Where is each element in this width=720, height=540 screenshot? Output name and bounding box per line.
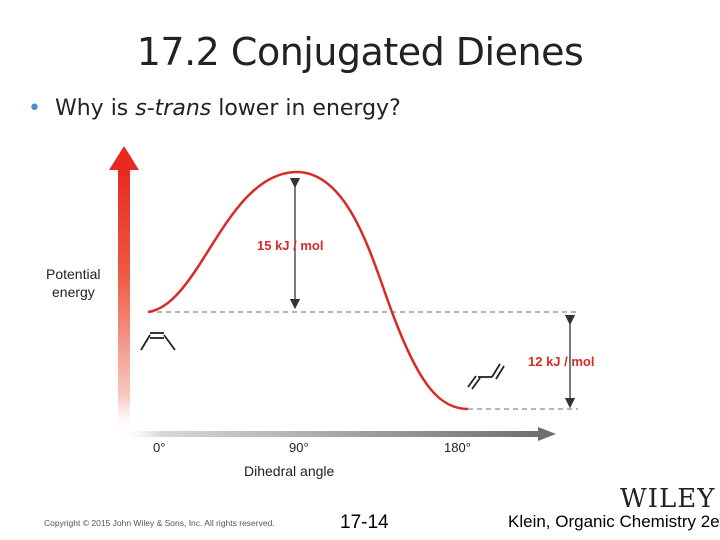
- y-axis-bar: [118, 168, 130, 436]
- x-tick-90: 90°: [289, 440, 309, 455]
- difference-label: 12 kJ / mol: [528, 354, 594, 369]
- x-tick-0: 0°: [153, 440, 165, 455]
- publisher-logo: WILEY: [620, 484, 716, 514]
- energy-curve: [147, 170, 469, 411]
- y-axis-label-line1: Potential: [46, 266, 100, 282]
- slide-title: 17.2 Conjugated Dienes: [136, 30, 584, 74]
- bullet-text-after: lower in energy?: [211, 96, 401, 121]
- x-tick-180: 180°: [444, 440, 471, 455]
- y-axis-label-line2: energy: [52, 284, 95, 300]
- page-number: 17-14: [340, 512, 389, 533]
- s-cis-butadiene-structure: [140, 332, 176, 351]
- x-axis-bar: [118, 431, 542, 437]
- x-axis-arrowhead: [538, 427, 556, 441]
- bullet-text-before: Why is: [54, 96, 136, 121]
- bullet-text: Why is s-trans lower in energy?: [55, 96, 401, 121]
- book-citation: Klein, Organic Chemistry 2e: [508, 512, 720, 531]
- copyright-text: Copyright © 2015 John Wiley & Sons, Inc.…: [44, 518, 275, 528]
- y-axis-arrowhead: [109, 146, 139, 170]
- bullet-text-emphasis: s-trans: [135, 96, 212, 121]
- barrier-label: 15 kJ / mol: [257, 238, 323, 253]
- s-trans-butadiene-structure: [467, 363, 505, 390]
- x-axis-label: Dihedral angle: [244, 463, 334, 479]
- bullet-question: • Why is s-trans lower in energy?: [28, 96, 401, 121]
- bullet-dot-icon: •: [28, 96, 41, 121]
